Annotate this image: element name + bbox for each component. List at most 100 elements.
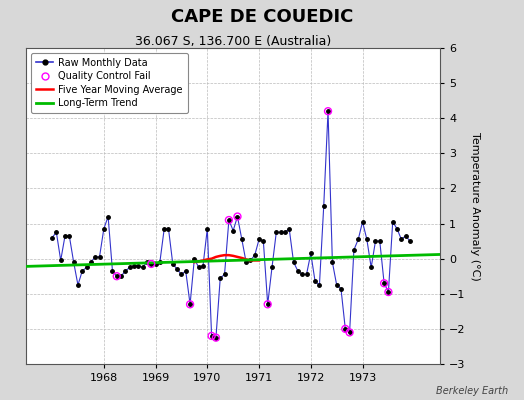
Point <box>143 259 151 265</box>
Point <box>233 213 242 220</box>
Point <box>324 108 332 114</box>
Point <box>173 266 181 272</box>
Point <box>380 280 388 286</box>
Point <box>100 226 108 232</box>
Point <box>82 264 91 271</box>
Five Year Moving Average <box>195 259 202 264</box>
Point <box>358 218 367 225</box>
Point <box>388 218 397 225</box>
Point <box>272 229 280 236</box>
Point <box>169 261 177 267</box>
Point <box>70 259 78 265</box>
Point <box>57 257 65 264</box>
Point <box>186 301 194 308</box>
Point <box>208 333 216 339</box>
Five Year Moving Average <box>213 254 219 259</box>
Point <box>376 238 384 244</box>
Point <box>177 271 185 278</box>
Raw Monthly Data <box>209 334 215 338</box>
Five Year Moving Average <box>238 256 245 260</box>
Quality Control Fail <box>186 301 194 308</box>
Point <box>401 233 410 239</box>
Point <box>354 236 363 242</box>
Point <box>302 271 311 278</box>
Point <box>225 217 233 223</box>
Point <box>320 203 328 209</box>
Point <box>78 268 86 274</box>
Point <box>307 250 315 257</box>
Five Year Moving Average <box>256 258 262 263</box>
Point <box>337 285 345 292</box>
Five Year Moving Average <box>252 258 258 263</box>
Point <box>199 262 207 269</box>
Quality Control Fail <box>264 301 272 308</box>
Five Year Moving Average <box>204 257 211 262</box>
Point <box>345 329 354 336</box>
Point <box>332 282 341 288</box>
Point <box>363 236 371 242</box>
Raw Monthly Data <box>49 235 55 240</box>
Point <box>61 233 69 239</box>
Point <box>328 259 336 265</box>
Five Year Moving Average <box>230 254 236 258</box>
Quality Control Fail <box>147 261 156 267</box>
Title: 36.067 S, 136.700 E (Australia): 36.067 S, 136.700 E (Australia) <box>135 35 331 48</box>
Raw Monthly Data <box>346 330 353 335</box>
Point <box>117 273 125 280</box>
Point <box>384 289 392 295</box>
Point <box>393 226 401 232</box>
Five Year Moving Average <box>217 254 223 258</box>
Point <box>95 254 104 260</box>
Quality Control Fail <box>113 273 121 280</box>
Raw Monthly Data <box>407 239 413 244</box>
Point <box>250 252 259 258</box>
Point <box>315 282 324 288</box>
Point <box>397 236 406 242</box>
Quality Control Fail <box>212 334 220 341</box>
Point <box>65 233 73 239</box>
Quality Control Fail <box>225 217 233 223</box>
Point <box>259 238 268 244</box>
Point <box>74 282 82 288</box>
Point <box>237 236 246 242</box>
Point <box>246 257 255 264</box>
Point <box>216 275 224 281</box>
Point <box>104 213 112 220</box>
Quality Control Fail <box>324 108 332 114</box>
Point <box>229 227 237 234</box>
Point <box>285 226 293 232</box>
Five Year Moving Average <box>226 253 232 258</box>
Point <box>242 259 250 265</box>
Point <box>190 256 199 262</box>
Five Year Moving Average <box>222 253 228 258</box>
Y-axis label: Temperature Anomaly (°C): Temperature Anomaly (°C) <box>470 132 479 280</box>
Point <box>406 238 414 244</box>
Point <box>194 264 203 271</box>
Point <box>221 271 229 278</box>
Raw Monthly Data <box>53 230 60 235</box>
Quality Control Fail <box>341 326 350 332</box>
Point <box>277 229 285 236</box>
Point <box>121 268 129 274</box>
Point <box>181 268 190 274</box>
Point <box>156 259 164 265</box>
Raw Monthly Data <box>71 260 77 264</box>
Point <box>151 261 160 267</box>
Five Year Moving Average <box>191 260 198 264</box>
Quality Control Fail <box>233 213 242 220</box>
Five Year Moving Average <box>243 257 249 262</box>
Point <box>367 264 375 271</box>
Point <box>108 268 117 274</box>
Point <box>86 259 95 265</box>
Point <box>52 229 61 236</box>
Raw Monthly Data <box>325 109 331 114</box>
Point <box>350 247 358 253</box>
Point <box>212 334 220 341</box>
Line: Five Year Moving Average: Five Year Moving Average <box>194 255 259 262</box>
Point <box>147 261 156 267</box>
Five Year Moving Average <box>234 254 241 259</box>
Point <box>255 236 263 242</box>
Five Year Moving Average <box>200 258 206 263</box>
Point <box>48 234 56 241</box>
Five Year Moving Average <box>209 256 215 261</box>
